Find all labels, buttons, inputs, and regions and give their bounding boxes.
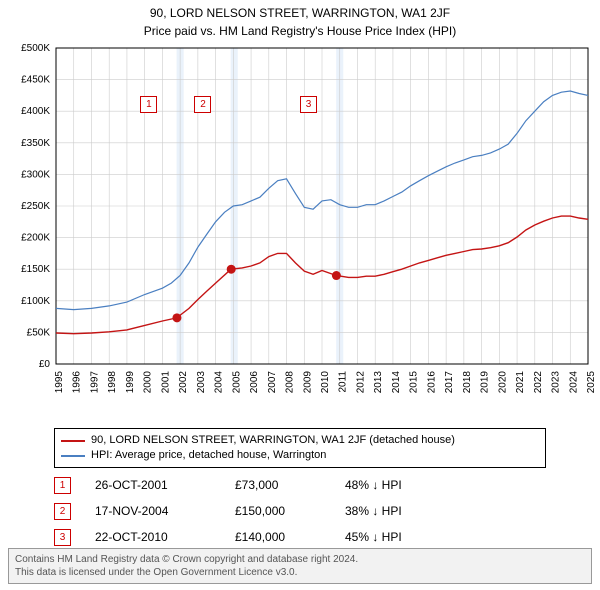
attribution-footer: Contains HM Land Registry data © Crown c… — [8, 548, 592, 584]
svg-text:£0: £0 — [39, 359, 51, 370]
svg-text:£450K: £450K — [21, 75, 50, 86]
sale-delta: 48% ↓ HPI — [345, 478, 465, 492]
svg-text:2008: 2008 — [285, 371, 296, 394]
legend-swatch — [61, 440, 85, 442]
svg-text:1996: 1996 — [72, 371, 83, 394]
legend: 90, LORD NELSON STREET, WARRINGTON, WA1 … — [54, 428, 546, 468]
sale-marker: 2 — [54, 503, 71, 520]
footer-line: This data is licensed under the Open Gov… — [15, 566, 585, 579]
svg-text:2021: 2021 — [515, 371, 526, 394]
svg-text:2013: 2013 — [373, 371, 384, 394]
svg-text:2019: 2019 — [480, 371, 491, 394]
chart-area: £0 £50K £100K £150K £200K £250K £300K £350K £400… — [0, 38, 600, 418]
sale-price: £73,000 — [235, 478, 345, 492]
sale-row: 3 22-OCT-2010£140,00045% ↓ HPI — [54, 524, 465, 550]
svg-text:2010: 2010 — [320, 371, 331, 394]
svg-text:£150K: £150K — [21, 264, 50, 275]
sale-date: 17-NOV-2004 — [95, 504, 235, 518]
sale-delta: 45% ↓ HPI — [345, 530, 465, 544]
svg-text:2025: 2025 — [586, 371, 597, 394]
svg-text:2005: 2005 — [231, 371, 242, 394]
sale-price: £140,000 — [235, 530, 345, 544]
sale-delta: 38% ↓ HPI — [345, 504, 465, 518]
svg-text:2009: 2009 — [302, 371, 313, 394]
sale-price: £150,000 — [235, 504, 345, 518]
svg-text:2016: 2016 — [426, 371, 437, 394]
sale-row: 2 17-NOV-2004£150,00038% ↓ HPI — [54, 498, 465, 524]
sale-marker-2: 2 — [194, 96, 211, 113]
svg-text:2004: 2004 — [214, 371, 225, 394]
sale-marker-1: 1 — [140, 96, 157, 113]
svg-text:2007: 2007 — [267, 371, 278, 394]
svg-text:2002: 2002 — [178, 371, 189, 394]
legend-item: HPI: Average price, detached house, Warr… — [61, 448, 539, 463]
sale-date: 26-OCT-2001 — [95, 478, 235, 492]
svg-text:2022: 2022 — [533, 371, 544, 394]
svg-text:2003: 2003 — [196, 371, 207, 394]
svg-text:£400K: £400K — [21, 106, 50, 117]
sale-row: 1 26-OCT-2001£73,00048% ↓ HPI — [54, 472, 465, 498]
sales-table: 1 26-OCT-2001£73,00048% ↓ HPI 2 17-NOV-2004… — [54, 472, 465, 550]
legend-label: HPI: Average price, detached house, Warr… — [91, 448, 326, 463]
svg-text:1995: 1995 — [54, 371, 65, 394]
svg-text:£250K: £250K — [21, 201, 50, 212]
svg-text:2018: 2018 — [462, 371, 473, 394]
svg-text:£50K: £50K — [27, 327, 51, 338]
svg-text:2006: 2006 — [249, 371, 260, 394]
svg-text:2017: 2017 — [444, 371, 455, 394]
chart-title: 90, LORD NELSON STREET, WARRINGTON, WA1 … — [0, 6, 600, 20]
svg-text:2023: 2023 — [551, 371, 562, 394]
footer-line: Contains HM Land Registry data © Crown c… — [15, 553, 585, 566]
sale-marker-3: 3 — [300, 96, 317, 113]
svg-text:2024: 2024 — [568, 371, 579, 394]
svg-text:2001: 2001 — [160, 371, 171, 394]
chart-subtitle: Price paid vs. HM Land Registry's House … — [0, 24, 600, 38]
svg-text:£350K: £350K — [21, 138, 50, 149]
svg-text:2014: 2014 — [391, 371, 402, 394]
legend-swatch — [61, 455, 85, 457]
svg-text:£200K: £200K — [21, 233, 50, 244]
line-chart: £0 £50K £100K £150K £200K £250K £300K £350K £400… — [0, 38, 600, 418]
sale-marker: 1 — [54, 477, 71, 494]
legend-item: 90, LORD NELSON STREET, WARRINGTON, WA1 … — [61, 433, 539, 448]
svg-text:2020: 2020 — [497, 371, 508, 394]
svg-text:1998: 1998 — [107, 371, 118, 394]
svg-text:2015: 2015 — [409, 371, 420, 394]
svg-text:1999: 1999 — [125, 371, 136, 394]
svg-text:1997: 1997 — [89, 371, 100, 394]
svg-text:2000: 2000 — [143, 371, 154, 394]
svg-text:£500K: £500K — [21, 43, 50, 54]
sale-date: 22-OCT-2010 — [95, 530, 235, 544]
svg-text:2012: 2012 — [355, 371, 366, 394]
svg-text:£100K: £100K — [21, 296, 50, 307]
legend-label: 90, LORD NELSON STREET, WARRINGTON, WA1 … — [91, 433, 455, 448]
svg-text:£300K: £300K — [21, 169, 50, 180]
sale-marker: 3 — [54, 529, 71, 546]
svg-text:2011: 2011 — [338, 371, 349, 393]
